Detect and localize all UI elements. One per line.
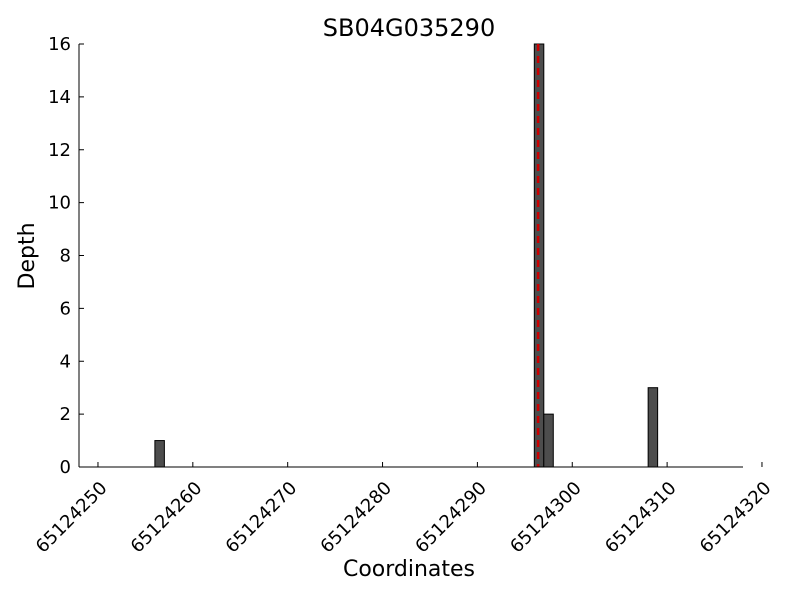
x-tick-label: 65124310 bbox=[601, 478, 681, 558]
bars-group bbox=[154, 43, 659, 468]
x-tick-label: 65124320 bbox=[696, 478, 776, 558]
chart-title: SB04G035290 bbox=[323, 14, 495, 42]
x-tick-label: 65124250 bbox=[32, 478, 112, 558]
y-tick-label: 0 bbox=[60, 457, 71, 478]
x-ticks-group: 65124250 65124260 65124270 65124280 65124290… bbox=[32, 462, 776, 557]
bar-65124308 bbox=[647, 387, 659, 468]
y-tick-label: 2 bbox=[60, 404, 71, 425]
y-tick-label: 4 bbox=[60, 351, 71, 372]
x-tick-label: 65124300 bbox=[506, 478, 586, 558]
y-tick-label: 12 bbox=[48, 140, 71, 161]
x-tick-label: 65124260 bbox=[127, 478, 207, 558]
bar-65124297 bbox=[543, 413, 554, 468]
axes-group bbox=[78, 44, 743, 468]
y-tick-label: 10 bbox=[48, 193, 71, 214]
y-ticks-group: 0 2 4 6 8 10 12 14 16 bbox=[48, 34, 84, 478]
y-axis-title: Depth bbox=[15, 222, 40, 289]
x-tick-label: 65124280 bbox=[316, 478, 396, 558]
bar-65124256 bbox=[154, 440, 165, 468]
x-tick-label: 65124290 bbox=[411, 478, 491, 558]
y-tick-label: 16 bbox=[48, 34, 71, 55]
y-tick-label: 6 bbox=[60, 298, 71, 319]
y-tick-label: 14 bbox=[48, 87, 71, 108]
x-tick-label: 65124270 bbox=[222, 478, 302, 558]
x-axis-title: Coordinates bbox=[343, 557, 475, 582]
y-tick-label: 8 bbox=[60, 246, 71, 267]
